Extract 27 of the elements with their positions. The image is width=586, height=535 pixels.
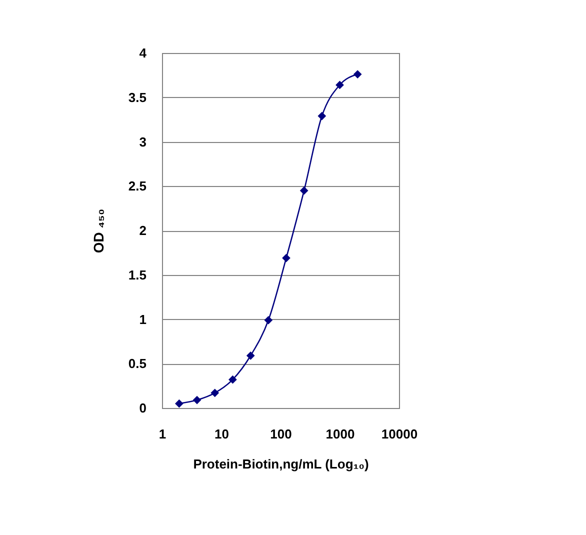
point — [282, 254, 290, 262]
point — [192, 396, 202, 404]
point — [318, 112, 326, 120]
point — [264, 316, 273, 324]
point — [353, 70, 362, 78]
y-tick-label: 2 — [139, 223, 146, 238]
point — [228, 375, 237, 384]
x-tick-label: 10 — [214, 426, 229, 442]
x-tick-label: 10000 — [381, 426, 418, 442]
y-axis-title: OD ₄₅₀ — [90, 208, 106, 254]
point — [336, 80, 344, 90]
y-tick-label: 0 — [139, 400, 146, 416]
y-tick-label: 1.5 — [128, 267, 146, 282]
y-tick-label: 1 — [139, 312, 146, 327]
point — [175, 399, 184, 408]
y-tick-label: 2.5 — [128, 178, 146, 194]
x-tick-label: 100 — [270, 426, 292, 442]
point — [300, 186, 308, 195]
y-tick-label: 0.5 — [128, 356, 146, 372]
x-axis-title: Protein-Biotin,ng/mL (Log₁₀) — [193, 456, 369, 472]
point — [210, 388, 220, 398]
y-tick-label: 3 — [139, 134, 146, 150]
y-tick-label: 3.5 — [128, 90, 146, 105]
x-tick-label: 1 — [158, 426, 166, 442]
point — [246, 351, 255, 360]
y-tick-label: 4 — [139, 46, 148, 60]
x-tick-label: 1000 — [326, 426, 355, 442]
